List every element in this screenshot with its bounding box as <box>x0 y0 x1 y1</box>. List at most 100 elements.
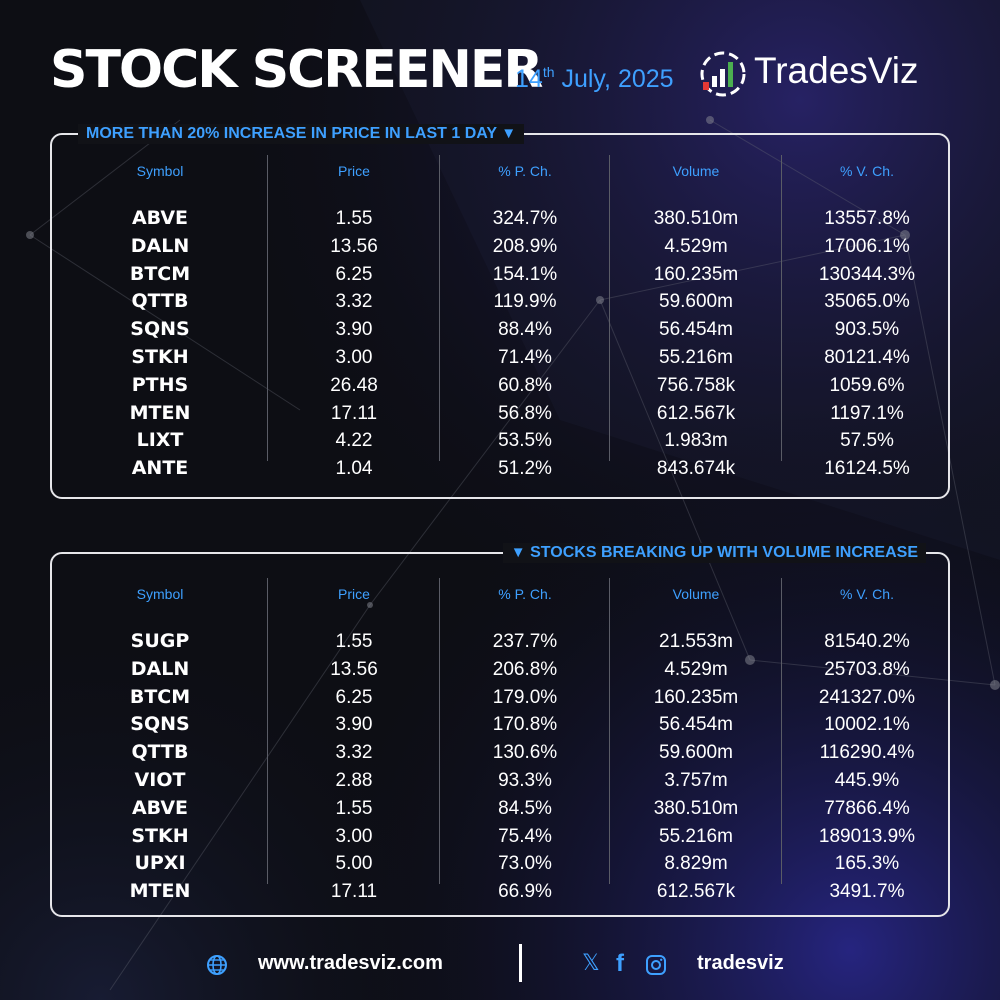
panel-title: MORE THAN 20% INCREASE IN PRICE IN LAST … <box>78 124 525 144</box>
table-cell: 154.1% <box>492 263 558 285</box>
table-cell: 130344.3% <box>818 263 916 285</box>
column-divider <box>609 578 610 884</box>
table-cell: 56.454m <box>659 319 733 341</box>
table-cell: 165.3% <box>834 853 900 875</box>
symbol-cell: DALN <box>130 234 190 257</box>
table-cell: 57.5% <box>840 430 894 452</box>
column-header-volume-change: % V. Ch. <box>840 163 894 179</box>
table-cell: 241327.0% <box>818 686 916 708</box>
table-cell: 903.5% <box>834 319 900 341</box>
table-cell: 3491.7% <box>829 881 905 903</box>
table-cell: 8.829m <box>664 853 728 875</box>
column-volume-change: % V. Ch. 13557.8% 17006.1% 130344.3% 35065.0… <box>782 161 952 483</box>
website-link[interactable]: www.tradesviz.com <box>258 952 443 974</box>
column-price-change: % P. Ch. 324.7% 208.9% 154.1% 119.9% 88.4% 71.… <box>440 161 610 483</box>
table-cell: 6.25 <box>335 263 373 285</box>
table-cell: 93.3% <box>498 769 552 791</box>
table-cell: 5.00 <box>335 853 373 875</box>
table-cell: 208.9% <box>492 235 558 257</box>
column-symbol: Symbol ABVE DALN BTCM QTTB SQNS STKH PTHS MTEN LI… <box>52 161 268 483</box>
table-cell: 51.2% <box>498 458 552 480</box>
table-cell: 17.11 <box>330 402 378 424</box>
column-price-change: % P. Ch. 237.7% 206.8% 179.0% 170.8% 130.6% 93… <box>440 584 610 906</box>
table-cell: 237.7% <box>492 631 558 652</box>
table-cell: 35065.0% <box>824 291 910 313</box>
symbol-cell: MTEN <box>129 880 191 903</box>
table-cell: 380.510m <box>653 797 739 819</box>
table-cell: 13.56 <box>330 235 378 257</box>
symbol-cell: SUGP <box>130 630 190 652</box>
table-cell: 612.567k <box>656 881 736 903</box>
table-cell: 1.983m <box>664 430 728 452</box>
column-price: Price 1.55 13.56 6.25 3.90 3.32 2.88 1.55 3.00 5.… <box>268 584 440 906</box>
table-cell: 16124.5% <box>824 458 910 480</box>
column-header-price-change: % P. Ch. <box>498 586 552 602</box>
table-cell: 160.235m <box>653 686 739 708</box>
symbol-cell: SQNS <box>130 713 190 736</box>
panel-price-increase: MORE THAN 20% INCREASE IN PRICE IN LAST … <box>50 124 952 499</box>
table-cell: 206.8% <box>492 658 558 680</box>
x-icon[interactable]: 𝕏 <box>582 951 600 976</box>
table-cell: 1.55 <box>335 797 373 819</box>
table-cell: 1.55 <box>335 631 373 652</box>
column-volume-change: % V. Ch. 81540.2% 25703.8% 241327.0% 10002.1… <box>782 584 952 906</box>
globe-icon <box>207 955 227 975</box>
column-divider <box>267 578 268 884</box>
column-price: Price 1.55 13.56 6.25 3.32 3.90 3.00 26.48 17.11… <box>268 161 440 483</box>
table-cell: 6.25 <box>335 686 373 708</box>
table-cell: 56.8% <box>498 402 552 424</box>
table-cell: 55.216m <box>659 825 733 847</box>
symbol-cell: STKH <box>131 345 189 368</box>
table-cell: 53.5% <box>498 430 552 452</box>
triangle-down-icon: ▼ <box>510 544 526 561</box>
social-handle[interactable]: tradesviz <box>697 952 784 974</box>
symbol-cell: ANTE <box>131 457 189 480</box>
table-cell: 756.758k <box>656 374 736 396</box>
symbol-cell: PTHS <box>131 373 189 396</box>
table-cell: 4.22 <box>335 430 373 452</box>
table-cell: 3.00 <box>335 346 373 368</box>
date-month-year: July, 2025 <box>554 65 674 93</box>
instagram-icon[interactable] <box>645 954 667 976</box>
column-divider <box>781 578 782 884</box>
table-cell: 380.510m <box>653 208 739 229</box>
column-header-symbol: Symbol <box>136 163 184 179</box>
table-cell: 3.90 <box>335 319 373 341</box>
column-volume: Volume 380.510m 4.529m 160.235m 59.600m 56.45… <box>610 161 782 483</box>
symbol-cell: QTTB <box>131 290 189 313</box>
table-cell: 170.8% <box>492 714 558 736</box>
symbol-cell: LIXT <box>136 429 184 452</box>
table-cell: 116290.4% <box>819 742 915 764</box>
stock-table: Symbol ABVE DALN BTCM QTTB SQNS STKH PTHS MTEN LI… <box>52 155 952 483</box>
symbol-cell: ABVE <box>131 796 189 819</box>
panel-title: ▼ STOCKS BREAKING UP WITH VOLUME INCREAS… <box>502 543 926 563</box>
table-cell: 71.4% <box>498 346 552 368</box>
facebook-icon[interactable]: f <box>616 950 624 977</box>
table-cell: 17.11 <box>330 881 378 903</box>
table-cell: 1.04 <box>335 458 373 480</box>
table-cell: 612.567k <box>656 402 736 424</box>
symbol-cell: ABVE <box>131 207 189 229</box>
table-cell: 21.553m <box>659 631 733 652</box>
date-suffix: th <box>542 64 555 80</box>
page-title: STOCK SCREENER <box>50 40 543 100</box>
column-header-price-change: % P. Ch. <box>498 163 552 179</box>
footer: www.tradesviz.com 𝕏 f tradesviz <box>0 938 1000 988</box>
brand-name: TradesViz <box>754 50 919 91</box>
report-date: 14th July, 2025 <box>515 64 674 94</box>
column-header-price: Price <box>338 163 370 179</box>
column-divider <box>439 155 440 461</box>
table-cell: 445.9% <box>834 769 900 791</box>
table-cell: 2.88 <box>335 769 373 791</box>
panel-title-text: STOCKS BREAKING UP WITH VOLUME INCREASE <box>530 544 918 561</box>
table-cell: 60.8% <box>498 374 552 396</box>
table-cell: 66.9% <box>498 881 552 903</box>
table-cell: 179.0% <box>492 686 558 708</box>
column-header-volume: Volume <box>672 586 720 602</box>
table-cell: 25703.8% <box>824 658 910 680</box>
column-divider <box>267 155 268 461</box>
panel-volume-breakout: ▼ STOCKS BREAKING UP WITH VOLUME INCREAS… <box>50 543 952 917</box>
table-cell: 130.6% <box>492 742 558 764</box>
symbol-cell: UPXI <box>134 852 186 875</box>
column-header-volume: Volume <box>672 163 720 179</box>
